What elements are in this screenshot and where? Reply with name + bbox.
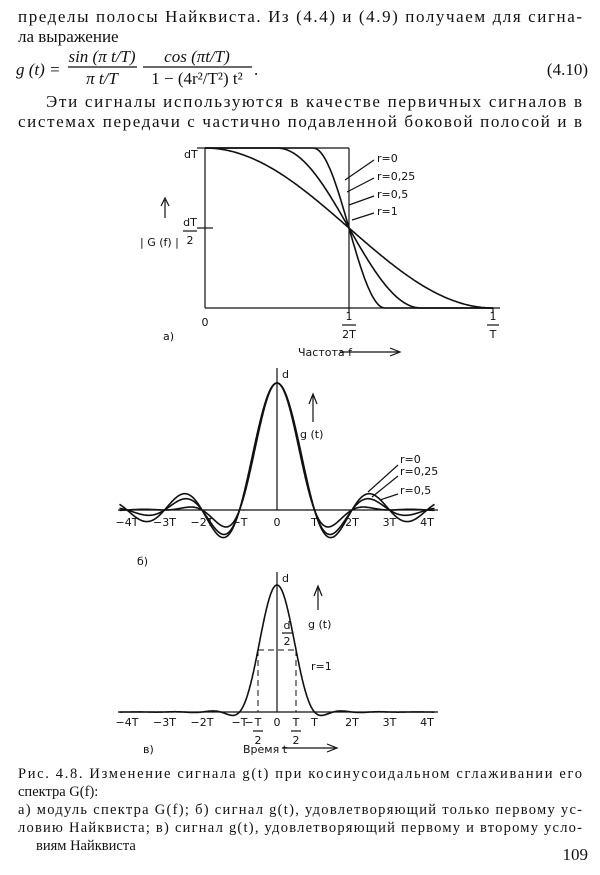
caption-line: ловию Найквиста; в) сигнал g(t), удовлет…: [18, 820, 582, 836]
x-tick-label: 3T: [383, 716, 397, 729]
y-axis-label: | G (f) |: [140, 236, 179, 249]
caption-line: спектра G(f):: [18, 784, 98, 800]
x-tick-label: −2T: [191, 516, 214, 529]
x-axis-label: Частота f: [298, 346, 353, 359]
half-label-denominator: 2: [284, 635, 291, 648]
x-tick-label-numerator: 1: [346, 310, 353, 323]
curve-label: r=0: [377, 152, 398, 165]
half-label-numerator: d: [284, 619, 291, 632]
x-tick-label: T: [310, 516, 318, 529]
x-tick-label: −4T: [116, 716, 139, 729]
formula-number: (4.10): [547, 60, 588, 79]
spectrum-curve: [205, 147, 493, 309]
formula-denominator: 1 − (4r²/T²) t²: [151, 69, 242, 88]
x-axis-label: Время t: [243, 743, 288, 756]
y-top-label: dT: [184, 148, 198, 161]
figure-a-frame: [160, 147, 500, 357]
curve-label: r=0: [400, 453, 421, 466]
x-tick-label-numerator: T: [292, 716, 300, 729]
x-tick-label: −4T: [116, 516, 139, 529]
x-tick-label-denominator: 2T: [342, 328, 356, 341]
panel-label: в): [143, 743, 154, 756]
page-number: 109: [563, 845, 589, 864]
peak-label: d: [282, 368, 289, 381]
curve-label: r=0,5: [400, 484, 431, 497]
x-tick-label: 0: [274, 516, 281, 529]
y-mid-label-denominator: 2: [187, 234, 194, 247]
x-tick-label: 0: [274, 716, 281, 729]
formula-end: .: [254, 60, 258, 79]
figure-b-frame: [118, 368, 438, 511]
caption-line: а) модуль спектра G(f); б) сигнал g(t), …: [18, 802, 582, 818]
x-tick-label: 2T: [345, 516, 359, 529]
x-tick-label: 4T: [420, 516, 434, 529]
x-tick-label: 4T: [420, 716, 434, 729]
curve-label: r=0,5: [377, 188, 408, 201]
x-tick-label: 0: [202, 316, 209, 329]
x-tick-label: 2T: [345, 716, 359, 729]
formula-numerator: sin (π t/T): [68, 47, 135, 66]
x-tick-label-denominator: 2: [255, 734, 262, 747]
curve-label: r=1: [377, 205, 398, 218]
curve-label: r=0,25: [400, 465, 438, 478]
x-tick-label-numerator: 1: [490, 310, 497, 323]
pulse-curve: [119, 382, 435, 528]
y-axis-label: g (t): [308, 618, 331, 631]
body-line: ла выражение: [18, 27, 119, 46]
body-line: пределы полосы Найквиста. Из (4.4) и (4.…: [18, 7, 582, 26]
y-axis-label: g (t): [300, 428, 323, 441]
pulse-curve: [119, 584, 435, 717]
caption-line: виям Найквиста: [36, 838, 136, 854]
panel-label: б): [137, 555, 148, 568]
curve-label: r=0,25: [377, 170, 415, 183]
x-tick-label: 3T: [383, 516, 397, 529]
body-line: Эти сигналы используются в качестве перв…: [46, 92, 582, 111]
body-line: системах передачи с частично подавленной…: [18, 112, 582, 131]
curve-label: r=1: [311, 660, 332, 673]
formula-lhs: g (t) =: [16, 60, 61, 79]
x-tick-label: −T: [232, 716, 248, 729]
panel-label: а): [163, 330, 174, 343]
x-tick-label-denominator: T: [489, 328, 497, 341]
x-tick-label: −3T: [153, 716, 176, 729]
x-tick-label: −2T: [191, 716, 214, 729]
x-tick-label: −3T: [153, 516, 176, 529]
x-tick-label-denominator: 2: [293, 734, 300, 747]
x-tick-label-numerator: T: [254, 716, 262, 729]
x-tick-label: T: [310, 716, 318, 729]
y-mid-label-numerator: dT: [183, 216, 197, 229]
caption-line: Рис. 4.8. Изменение сигнала g(t) при кос…: [18, 766, 582, 782]
peak-label: d: [282, 572, 289, 585]
x-tick-label: −T: [232, 516, 248, 529]
x-tick-sign: −: [244, 716, 253, 729]
formula-denominator: π t/T: [86, 69, 119, 88]
formula-numerator: cos (πt/T): [164, 47, 230, 66]
